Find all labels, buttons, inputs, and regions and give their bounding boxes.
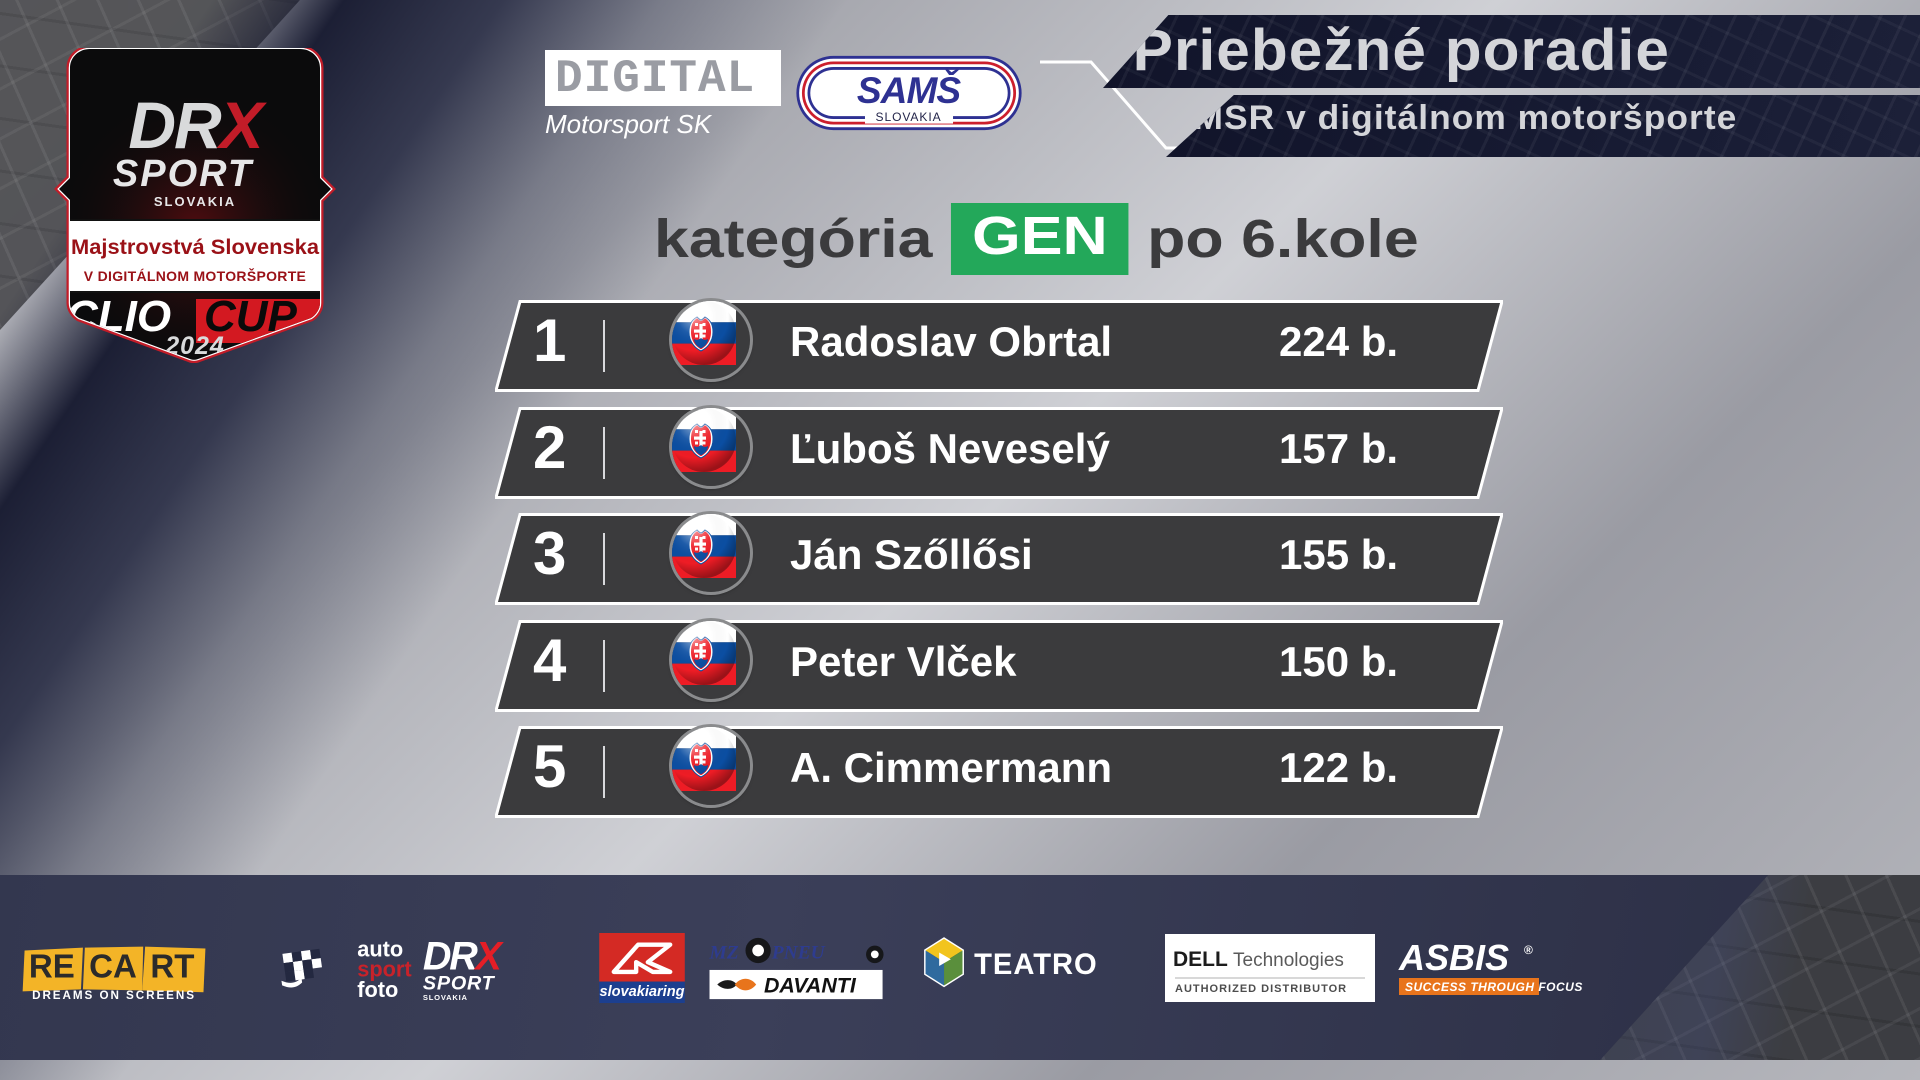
- svg-text:SLOVAKIA: SLOVAKIA: [876, 110, 942, 124]
- svg-text:CA: CA: [89, 948, 137, 985]
- svg-text:ASBIS: ASBIS: [1398, 937, 1509, 978]
- svg-text:SAMŠ: SAMŠ: [857, 69, 962, 111]
- svg-text:AUTHORIZED DISTRIBUTOR: AUTHORIZED DISTRIBUTOR: [1175, 983, 1347, 995]
- svg-text:slovakiaring: slovakiaring: [599, 984, 684, 1000]
- svg-text:SPORT: SPORT: [423, 972, 496, 994]
- svg-text:DREAMS ON SCREENS: DREAMS ON SCREENS: [32, 989, 196, 1002]
- svg-text:Technologies: Technologies: [1233, 950, 1344, 971]
- svg-text:®: ®: [1524, 943, 1533, 957]
- svg-text:SLOVAKIA: SLOVAKIA: [154, 194, 236, 209]
- svg-text:DELL: DELL: [1173, 948, 1228, 971]
- svg-text:PNEU: PNEU: [771, 942, 826, 963]
- svg-text:Majstrovstvá Slovenska: Majstrovstvá Slovenska: [71, 236, 319, 259]
- svg-text:MZ: MZ: [709, 942, 739, 963]
- svg-text:RT: RT: [150, 948, 194, 985]
- svg-text:DAVANTI: DAVANTI: [764, 973, 857, 997]
- svg-text:V DIGITÁLNOM MOTORŠPORTE: V DIGITÁLNOM MOTORŠPORTE: [84, 267, 306, 284]
- svg-text:SPORT: SPORT: [113, 153, 254, 195]
- svg-text:foto: foto: [357, 976, 398, 1001]
- svg-text:RE: RE: [29, 948, 75, 985]
- svg-text:SUCCESS THROUGH FOCUS: SUCCESS THROUGH FOCUS: [1405, 980, 1583, 994]
- svg-text:TEATRO: TEATRO: [974, 948, 1098, 980]
- svg-text:DRX: DRX: [128, 88, 267, 162]
- svg-text:SLOVAKIA: SLOVAKIA: [423, 992, 468, 1001]
